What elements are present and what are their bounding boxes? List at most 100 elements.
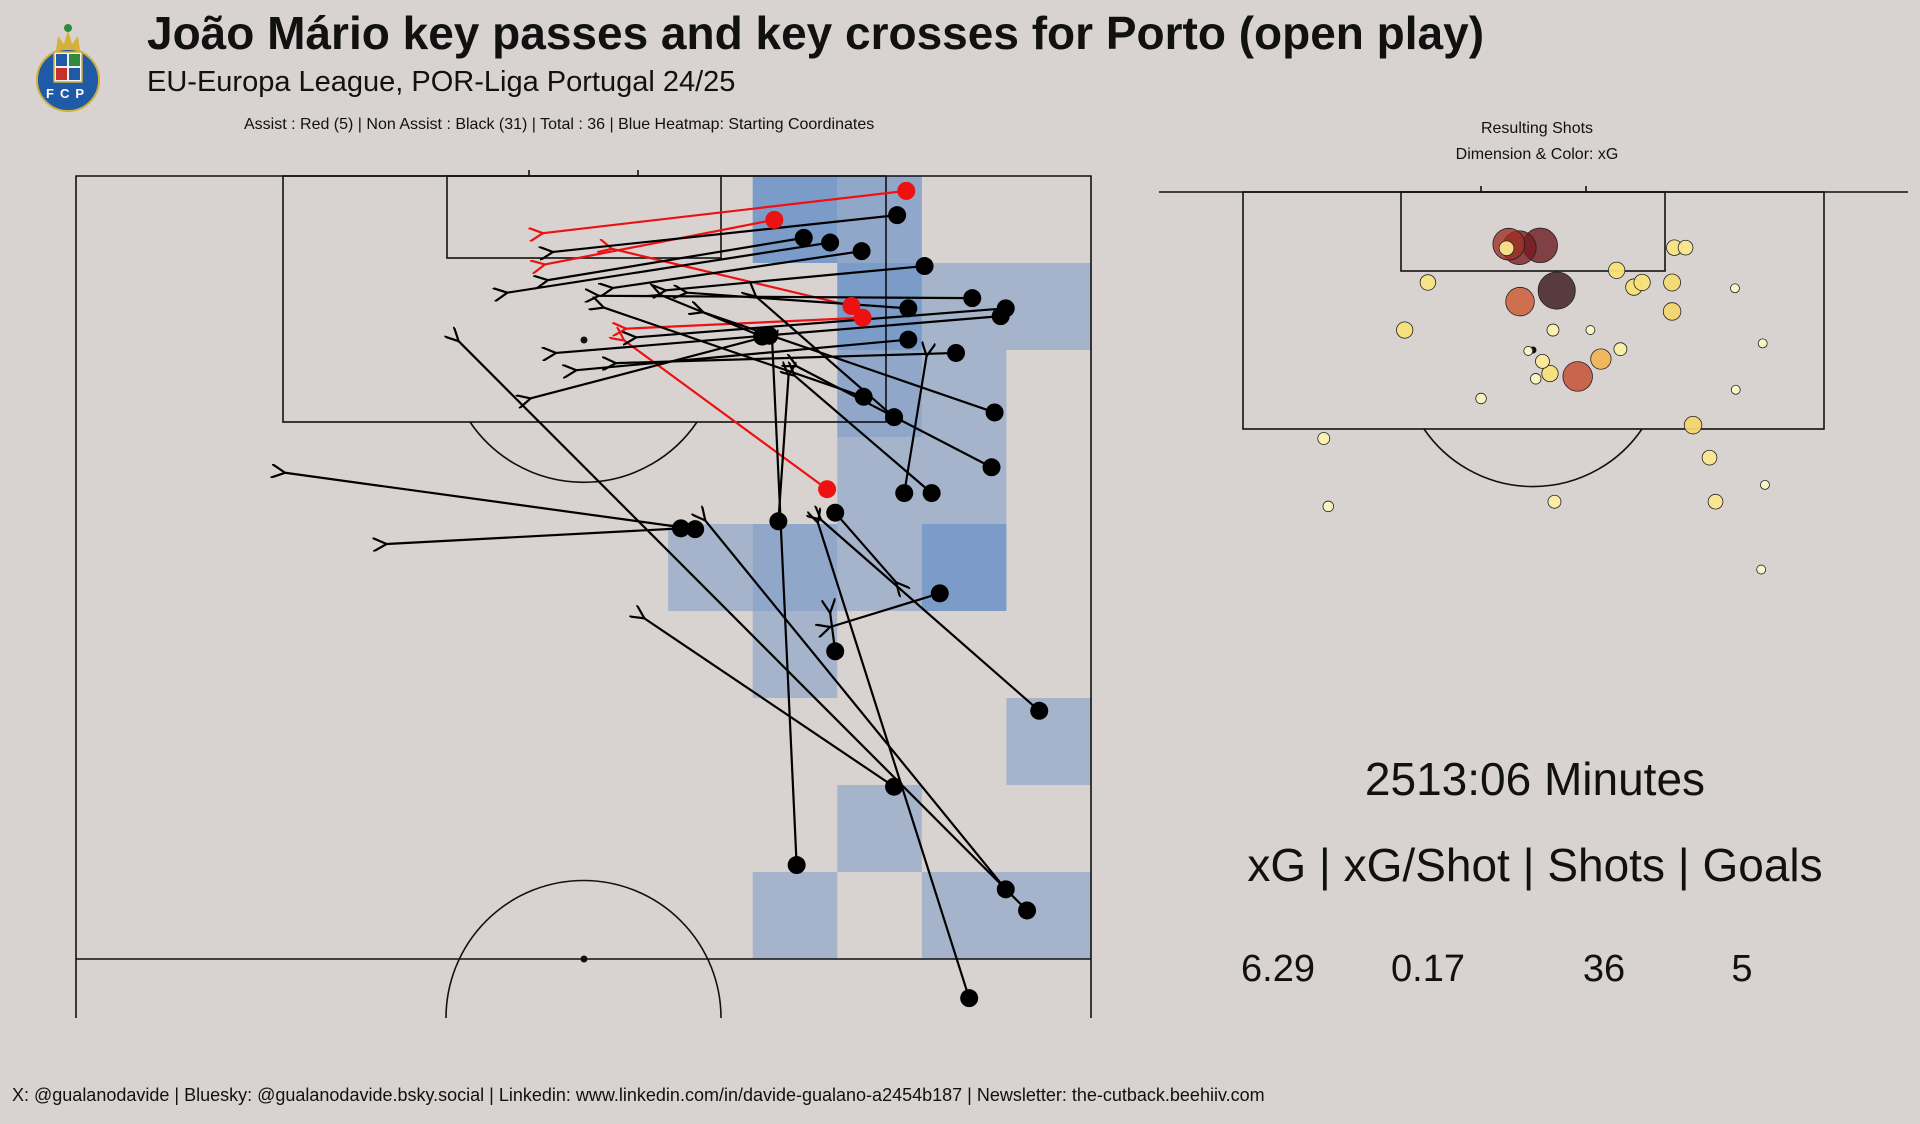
stat-shots: 36	[1582, 948, 1626, 990]
shot-point	[1535, 353, 1550, 369]
shot-point	[1662, 302, 1682, 321]
key-pass-line	[666, 264, 925, 290]
minutes-played: 2513:06 Minutes	[1364, 753, 1706, 805]
assist-pass-start	[842, 296, 861, 315]
key-pass-line	[507, 241, 831, 293]
heatmap-cell	[837, 785, 922, 872]
heatmap-cell	[921, 437, 1007, 524]
key-pass-line	[644, 618, 895, 788]
key-pass-line	[772, 344, 798, 866]
shots-subtitle: Dimension & Color: xG	[1455, 146, 1619, 163]
heatmap-cell	[752, 872, 838, 959]
key-pass-start	[996, 880, 1015, 899]
assist-pass-start	[897, 181, 916, 200]
shot-point	[1498, 240, 1515, 257]
key-pass-line	[903, 356, 926, 494]
shot-penalty-arc	[1423, 428, 1643, 488]
key-pass-start	[1030, 701, 1049, 720]
heatmap-cell	[921, 263, 1007, 350]
goal-shot-point	[1562, 361, 1593, 392]
passes-layer	[285, 181, 1049, 1008]
key-pass-line	[604, 308, 864, 398]
shot-point	[1730, 283, 1740, 294]
shot-six-yard-box	[1400, 191, 1666, 272]
key-pass-start	[885, 408, 904, 427]
key-pass-line	[636, 307, 1006, 337]
shot-point	[1585, 325, 1596, 335]
assist-pass-line	[626, 316, 863, 329]
key-pass-start	[852, 242, 871, 261]
key-pass-start	[895, 484, 914, 503]
shot-point	[1613, 342, 1628, 357]
key-pass-line	[613, 250, 862, 288]
shot-point	[1608, 261, 1626, 279]
shot-point	[1547, 494, 1562, 509]
key-pass-start	[963, 289, 982, 308]
key-pass-start	[899, 299, 918, 318]
shot-point	[1475, 392, 1487, 405]
assist-pass-start	[765, 210, 784, 229]
shot-point	[1537, 271, 1576, 310]
key-pass-start	[826, 503, 845, 522]
assist-pass-start	[853, 308, 872, 327]
key-pass-start	[671, 519, 690, 538]
pitch-lines	[75, 170, 1092, 1019]
key-pass-start	[888, 206, 907, 225]
heatmap-cell	[921, 872, 1007, 959]
shot-point	[1663, 273, 1681, 292]
key-pass-start	[930, 584, 949, 603]
key-pass-line	[531, 334, 770, 399]
shot-point	[1701, 449, 1718, 466]
assist-pass-line	[545, 218, 775, 265]
heatmap-cell	[1006, 698, 1091, 785]
stat-xg-per-shot: 0.17	[1391, 948, 1465, 990]
legend-line: Assist : Red (5) | Non Assist : Black (3…	[244, 116, 875, 133]
logo-letters: FCP	[46, 86, 90, 101]
shot-point	[1590, 348, 1612, 370]
key-pass-start	[794, 228, 813, 247]
key-pass-start	[922, 484, 941, 503]
key-pass-start	[985, 403, 1004, 422]
penalty-spot	[580, 336, 588, 344]
key-pass-start	[1018, 901, 1037, 920]
key-pass-start	[821, 233, 840, 252]
key-pass-start	[787, 856, 806, 875]
shot-point	[1633, 273, 1651, 292]
key-pass-line	[834, 511, 896, 583]
centre-spot	[580, 955, 588, 963]
key-pass-line	[285, 473, 696, 531]
key-pass-start	[960, 989, 979, 1008]
assist-pass-line	[543, 189, 907, 233]
heatmap-cell	[921, 350, 1007, 437]
heatmap-cell	[1006, 263, 1091, 350]
centre-circle	[445, 879, 722, 1019]
key-pass-start	[854, 387, 873, 406]
key-pass-start	[686, 520, 705, 539]
page-subtitle: EU-Europa League, POR-Liga Portugal 24/2…	[147, 66, 736, 98]
penalty-arc	[469, 421, 698, 484]
key-pass-line	[553, 214, 898, 252]
key-pass-line	[821, 520, 1040, 712]
key-pass-line	[459, 341, 1028, 912]
shot-point	[1707, 493, 1724, 510]
key-pass-line	[548, 236, 804, 280]
key-pass-line	[703, 312, 995, 414]
key-pass-line	[818, 523, 971, 999]
shot-point	[1541, 364, 1559, 383]
goal-shot-point	[1505, 286, 1535, 317]
key-pass-start	[947, 343, 966, 362]
key-pass-start	[991, 307, 1010, 326]
shot-point	[1523, 346, 1534, 356]
shot-point	[1419, 274, 1437, 291]
shot-point	[1757, 338, 1768, 349]
key-pass-start	[899, 330, 918, 349]
page-title: João Mário key passes and key crosses fo…	[147, 7, 1485, 59]
footer-credits: X: @gualanodavide | Bluesky: @gualanodav…	[12, 1085, 1265, 1105]
key-pass-start	[982, 458, 1001, 477]
shot-point	[1546, 323, 1560, 337]
six-yard-box	[446, 175, 722, 259]
stats-header: xG | xG/Shot | Shots | Goals	[1247, 839, 1823, 891]
shot-point	[1756, 564, 1767, 575]
shots-title: Resulting Shots	[1480, 120, 1594, 137]
key-pass-start	[753, 327, 772, 346]
